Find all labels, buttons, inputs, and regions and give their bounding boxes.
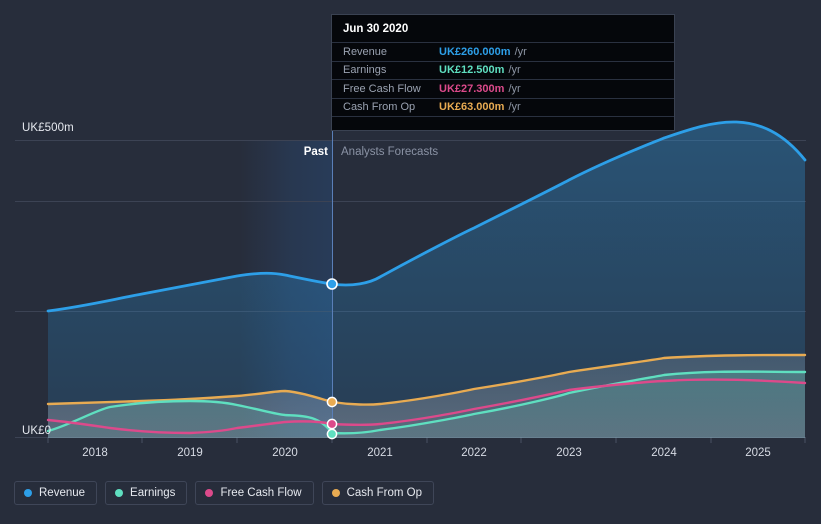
legend-color-dot-icon [115, 489, 124, 497]
legend-item-earnings[interactable]: Earnings [105, 481, 188, 505]
cash-from-op-line [46, 353, 807, 406]
chart-legend: Revenue Earnings Free Cash Flow Cash From O… [14, 481, 435, 505]
revenue-area [48, 121, 805, 439]
tooltip-row: Earnings UK£12.500m/yr [332, 60, 674, 80]
tooltip-row-name: Revenue [343, 45, 388, 58]
tooltip-date: Jun 30 2020 [343, 23, 409, 35]
legend-item-label: Free Cash Flow [220, 487, 302, 499]
legend-item-cash-from-op[interactable]: Cash From Op [321, 481, 435, 505]
free-cash-flow-line [46, 378, 807, 435]
x-axis-label-2025: 2025 [745, 447, 771, 459]
tooltip-row-value: UK£260.000m [439, 45, 511, 58]
legend-item-label: Earnings [130, 487, 176, 499]
earnings-area [48, 371, 805, 438]
tooltip-row-unit: /yr [514, 45, 527, 58]
tooltip-row-name: Cash From Op [343, 101, 416, 114]
x-axis-label-2021: 2021 [367, 447, 393, 459]
forecast-period-label: Analysts Forecasts [341, 146, 439, 158]
tooltip-row: Free Cash Flow UK£27.300m/yr [332, 79, 674, 98]
tooltip-row-value: UK£63.000m [439, 101, 505, 114]
tooltip-row-name: Earnings [343, 64, 387, 77]
earnings-line [46, 370, 807, 435]
legend-color-dot-icon [205, 489, 214, 497]
x-axis-label-2024: 2024 [651, 447, 677, 459]
tooltip-row-value: UK£27.300m [439, 82, 505, 95]
y-axis-label-top: UK£500m [22, 122, 74, 134]
x-axis-label-2020: 2020 [272, 447, 298, 459]
free-cash-flow-marker [326, 418, 338, 430]
legend-color-dot-icon [24, 489, 32, 497]
tooltip-row-unit: /yr [508, 64, 521, 77]
tooltip-rows: Revenue UK£260.000m/yr Earnings UK£12.500m /… [332, 42, 674, 116]
tooltip-footer-rule [332, 116, 674, 124]
revenue-line [46, 120, 807, 313]
legend-item-label: Revenue [39, 487, 86, 499]
tooltip-row: Revenue UK£260.000m/yr [332, 42, 674, 61]
legend-item-free-cash-flow[interactable]: Free Cash Flow [195, 481, 314, 505]
data-tooltip: Jun 30 2020 Revenue UK£260.000m/yr Earning… [331, 14, 675, 131]
x-axis-label-2018: 2018 [82, 447, 108, 459]
earnings-marker [326, 428, 338, 440]
legend-color-dot-icon [331, 489, 340, 497]
x-axis-label-2023: 2023 [556, 447, 582, 459]
tooltip-row-name: Free Cash Flow [343, 82, 421, 95]
highlight-markers [326, 278, 338, 440]
x-axis-label-2022: 2022 [461, 447, 487, 459]
legend-item-revenue[interactable]: Revenue [14, 481, 98, 505]
tooltip-row-value: UK£12.500m [439, 64, 505, 77]
tooltip-row-unit: /yr [508, 101, 521, 114]
legend-item-label: Cash From Op [346, 487, 423, 499]
cash-from-op-marker [326, 396, 338, 408]
tooltip-row: Cash From Op UK£63.000m/yr [332, 97, 674, 117]
y-axis-label-zero: UK£0 [22, 425, 52, 437]
past-period-label: Past [303, 146, 328, 158]
revenue-marker [326, 278, 338, 290]
x-axis-label-2019: 2019 [177, 447, 203, 459]
tooltip-row-unit: /yr [508, 82, 521, 95]
